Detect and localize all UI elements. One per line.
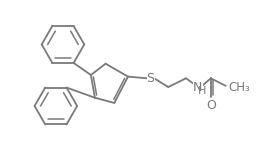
Text: CH₃: CH₃ <box>229 80 250 94</box>
Text: O: O <box>206 99 216 112</box>
Text: S: S <box>147 72 155 85</box>
Text: H: H <box>197 86 206 96</box>
Text: N: N <box>193 80 202 94</box>
